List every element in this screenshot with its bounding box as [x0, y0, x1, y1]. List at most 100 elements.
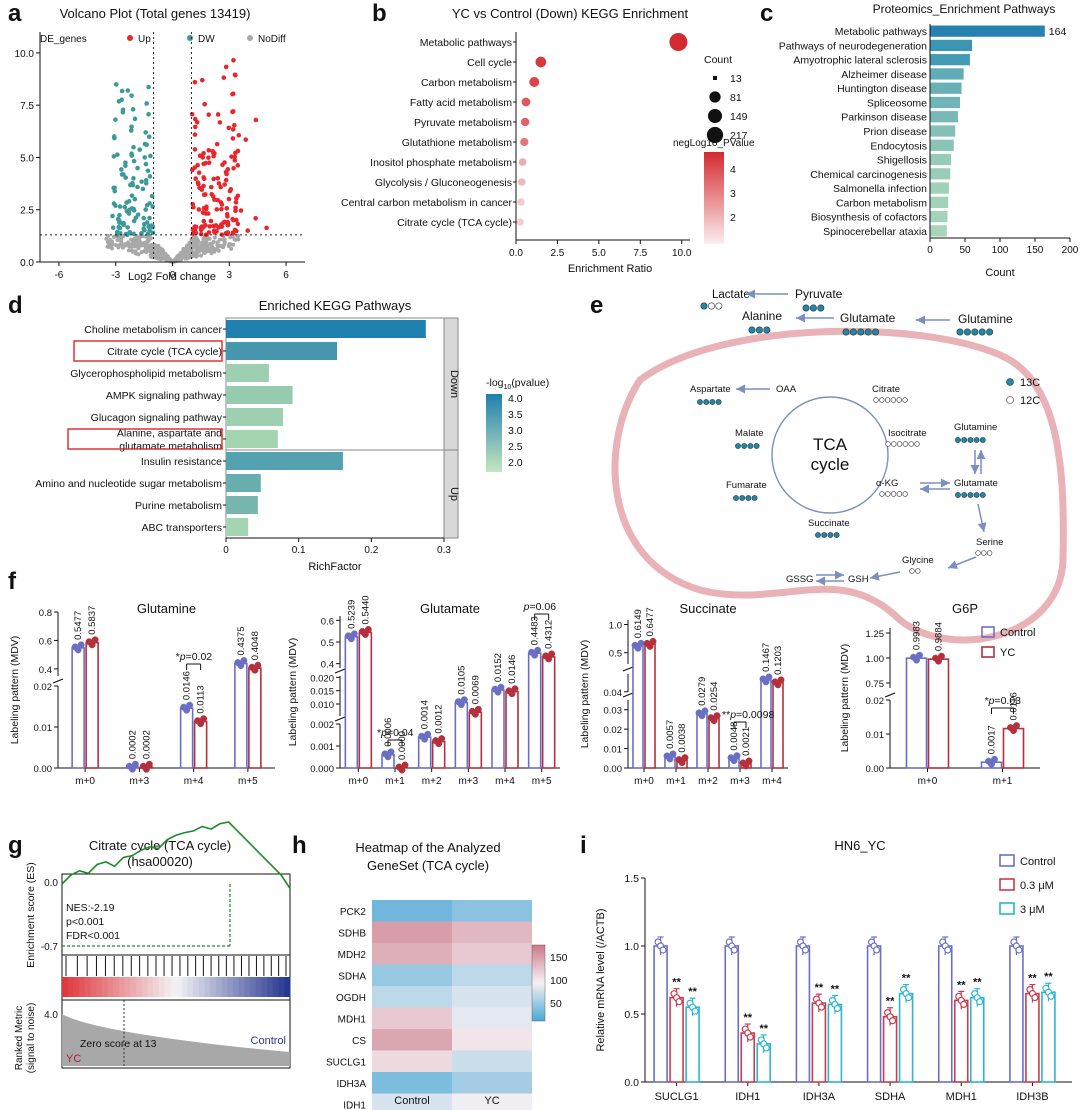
volcano-point-nodiff: [129, 244, 134, 249]
volcano-x-tick-label: -3: [111, 270, 120, 281]
volcano-point-up: [232, 158, 238, 163]
volcano-legend-label: Up: [138, 34, 151, 45]
gsea-rank-gradient-cell: [233, 977, 240, 997]
carbon-dot: [733, 495, 739, 501]
gsea-rank-gradient-cell: [221, 977, 228, 997]
kegg-bubble-x-tick-label: 10.0: [672, 248, 692, 259]
volcano-point-up: [208, 184, 214, 190]
volcano-point-nodiff: [115, 238, 120, 243]
gsea-rank-gradient-cell: [101, 977, 109, 997]
metabolite-label: Alanine: [742, 309, 782, 323]
volcano-point-up: [233, 199, 239, 205]
volcano-point-up: [189, 111, 195, 117]
kegg-bubble-point: [518, 158, 527, 166]
enriched-kegg-category-label: Purine metabolism: [135, 500, 222, 512]
carbon-dot: [890, 491, 897, 497]
heatmap-row-label: MDH1: [338, 1014, 367, 1025]
mdv-replicate-dot: [142, 765, 150, 773]
volcano-point-dw: [126, 207, 132, 213]
carbon-dot: [864, 328, 872, 336]
gsea-rank-gradient-cell: [250, 977, 257, 997]
mdv-bar: [85, 641, 99, 769]
proteomics-category-label: Alzheimer disease: [841, 69, 927, 81]
metabolite-label: OAA: [776, 384, 797, 395]
enriched-kegg-color-legend-title: -log10(pvalue): [486, 377, 549, 391]
mdv-x-tick-label: m+2: [422, 776, 442, 787]
gsea-rank-gradient-cell: [170, 977, 177, 997]
volcano-point-dw: [147, 201, 152, 206]
kegg-bubble-category-label: Glutathione metabolism: [402, 137, 513, 149]
qpcr-replicate-dot: [762, 1044, 770, 1052]
volcano-point-dw: [126, 198, 132, 204]
heatmap-row-label: IDH3A: [337, 1079, 367, 1090]
mdv-replicate-dot: [508, 690, 516, 698]
mdv-replicate-dot: [200, 715, 208, 723]
carbon-dot: [971, 328, 979, 336]
qpcr-replicate-dot: [833, 1004, 842, 1013]
carbon-dot: [703, 399, 710, 405]
heatmap-color-legend-bar: [531, 944, 546, 1022]
mdv-chart-title: Succinate: [679, 601, 736, 616]
volcano-point-nodiff: [222, 237, 227, 242]
mdv-value-label: 0.0002: [127, 730, 138, 759]
enriched-kegg-x-tick-label: 0.2: [364, 545, 378, 556]
volcano-point-up: [193, 176, 199, 181]
carbon-dot: [909, 568, 915, 574]
volcano-point-nodiff: [209, 242, 214, 247]
volcano-point-up: [215, 175, 221, 181]
volcano-point-dw: [125, 88, 131, 93]
volcano-point-up: [224, 206, 230, 211]
mdv-replicate-dot: [240, 657, 248, 665]
volcano-point-nodiff: [110, 246, 115, 251]
mdv-value-label: 0.0048: [729, 722, 740, 751]
volcano-point-nodiff: [111, 235, 116, 240]
volcano-point-nodiff: [105, 240, 110, 245]
enriched-kegg-bar: [226, 496, 258, 514]
mdv-bar: [468, 711, 483, 769]
volcano-point-nodiff: [199, 248, 204, 253]
volcano-point-dw: [129, 151, 134, 157]
volcano-point-nodiff: [197, 244, 202, 249]
mdv-replicate-dot: [398, 766, 406, 774]
volcano-point-nodiff: [205, 249, 210, 254]
metabolite-label: Serine: [976, 537, 1003, 548]
mdv-replicate-dot: [701, 707, 709, 715]
volcano-point-dw: [126, 211, 132, 216]
carbon-dot: [755, 326, 763, 334]
mdv-replicate-dot: [637, 639, 645, 647]
gsea-stat: NES:-2.19: [66, 902, 115, 914]
volcano-point-nodiff: [141, 242, 146, 247]
mdv-y-tick-label: 1.25: [866, 629, 885, 640]
significance-label: **p=0.0098: [722, 709, 774, 721]
kegg-bubble-x-tick-label: 0.0: [509, 248, 523, 259]
volcano-point-up: [201, 176, 207, 181]
qpcr-bar: [866, 945, 882, 1083]
volcano-point-nodiff: [131, 239, 136, 244]
proteomics-x-tick-label: 150: [1027, 245, 1044, 256]
proteomics-x-tick-label: 0: [927, 245, 933, 256]
gsea-rank-gradient-cell: [244, 977, 251, 997]
pathway-arrow: [869, 571, 901, 581]
gsea-y-tick-label: -0.7: [41, 942, 59, 953]
qpcr-significance-label: **: [759, 1023, 768, 1035]
enriched-kegg-bar: [226, 342, 337, 360]
gsea-zero-label: Zero score at 13: [80, 1038, 157, 1050]
volcano-point-up: [201, 150, 206, 156]
volcano-point-dw: [111, 201, 117, 206]
qpcr-bar: [882, 1015, 898, 1083]
gsea-rank-gradient-cell: [267, 977, 274, 997]
qpcr-x-tick-label: IDH1: [735, 1091, 760, 1103]
kegg-bubble-point: [516, 218, 524, 226]
mdv-replicate-dot: [237, 662, 245, 670]
mdv-chart-title: Glutamate: [420, 601, 480, 616]
kegg-size-legend-marker: [707, 108, 723, 124]
qpcr-replicate-dot: [801, 946, 810, 954]
mdv-replicate-dot: [678, 759, 686, 767]
gsea-rank-gradient-cell: [90, 977, 97, 997]
volcano-point-nodiff: [178, 250, 183, 255]
carbon-dot: [815, 532, 821, 538]
volcano-point-dw: [117, 204, 123, 209]
enriched-kegg-x-label: RichFactor: [308, 561, 362, 573]
carbon-dot: [896, 491, 903, 497]
metabolite-label: GSSG: [786, 574, 813, 585]
